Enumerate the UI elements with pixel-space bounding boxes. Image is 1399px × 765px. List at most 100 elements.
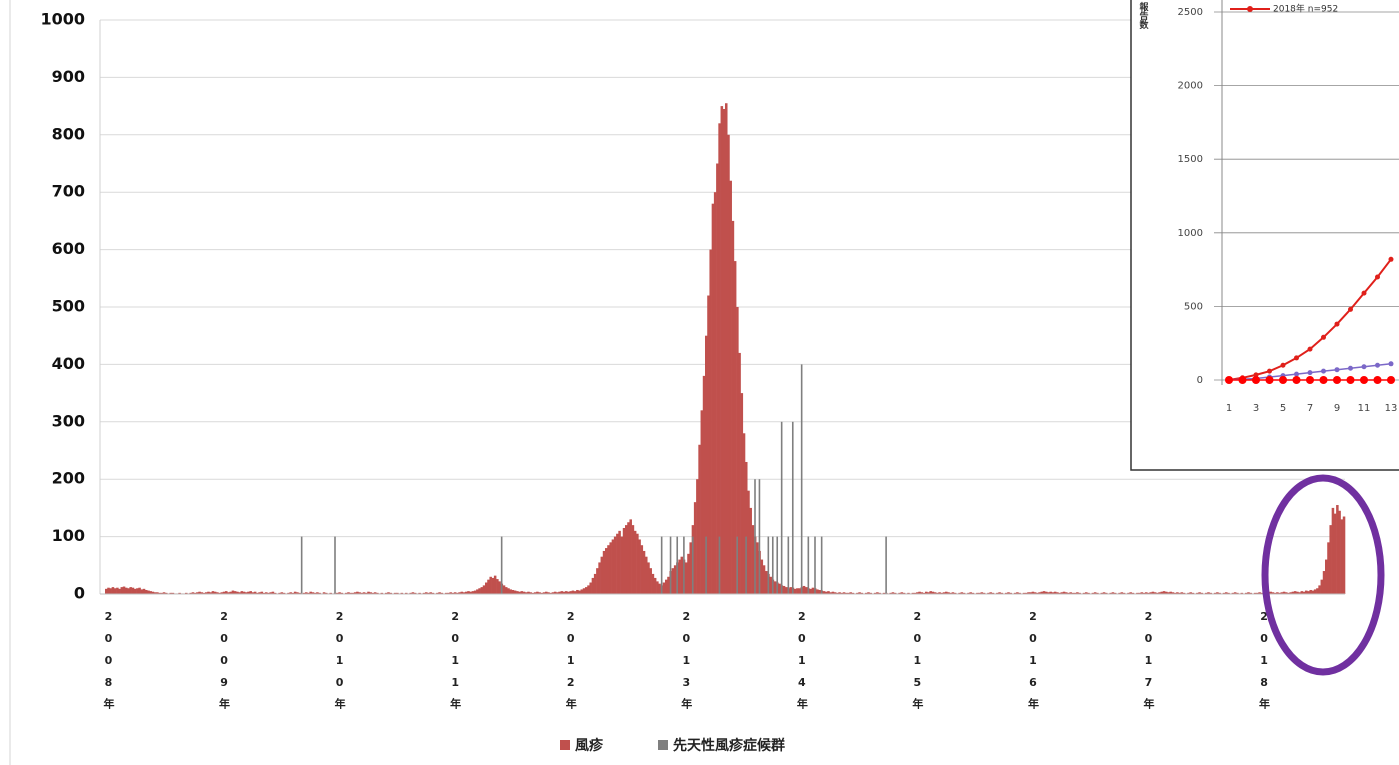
bar <box>476 589 479 594</box>
bar <box>1302 591 1306 594</box>
point-marker <box>1321 368 1326 374</box>
bar <box>311 592 315 594</box>
bar <box>1167 592 1170 594</box>
bar <box>605 548 608 594</box>
bar <box>725 103 728 594</box>
point-marker <box>1346 376 1355 384</box>
bar <box>453 592 457 594</box>
bar <box>927 592 930 594</box>
bar <box>1018 592 1021 594</box>
bar <box>687 553 690 594</box>
point-marker <box>1307 370 1313 376</box>
bar <box>518 591 521 594</box>
bar <box>1247 592 1250 594</box>
point-marker <box>1361 364 1367 370</box>
bar <box>747 490 750 594</box>
bar <box>511 589 515 594</box>
bar <box>825 591 828 594</box>
bar <box>1051 592 1055 594</box>
y-tick-label: 1000 <box>1178 228 1203 239</box>
bar <box>882 592 886 594</box>
bar <box>1305 590 1308 594</box>
bar <box>667 576 670 594</box>
bar <box>1009 592 1012 594</box>
bar <box>489 576 492 594</box>
bar <box>1213 592 1217 594</box>
bar <box>222 591 226 594</box>
bar <box>365 592 368 594</box>
bar <box>1120 592 1124 594</box>
bar <box>556 592 559 594</box>
y-tick-label: 2000 <box>1178 81 1203 92</box>
bar <box>1245 592 1248 594</box>
bar <box>967 592 970 594</box>
bar <box>153 592 157 594</box>
bar <box>205 592 208 594</box>
bar <box>873 592 877 594</box>
bar <box>533 592 537 594</box>
bar <box>902 592 906 594</box>
x-tick-label: 9 <box>1334 403 1340 414</box>
bar <box>1007 592 1010 594</box>
bar <box>289 592 292 594</box>
x-tick-label: 2011年 <box>449 610 462 718</box>
bar <box>1022 592 1026 594</box>
bar <box>565 591 568 594</box>
bar <box>745 536 747 594</box>
point-marker <box>1348 306 1353 312</box>
bar <box>945 591 948 594</box>
bar <box>1040 591 1044 594</box>
y-tick-label: 800 <box>52 124 85 143</box>
bar <box>118 588 121 594</box>
bar <box>805 587 808 594</box>
bar <box>673 565 677 594</box>
bar <box>729 180 732 594</box>
x-tick-label: 2018年 <box>1258 610 1271 718</box>
y-tick-label: 2500 <box>1178 7 1203 18</box>
bar <box>1276 592 1279 594</box>
bar <box>636 533 639 594</box>
x-tick-label: 2008年 <box>102 610 115 718</box>
bar <box>851 592 855 594</box>
bar <box>1182 592 1186 594</box>
bar <box>800 364 803 594</box>
bar <box>676 536 679 594</box>
bar <box>258 592 261 594</box>
bar <box>849 592 852 594</box>
bar <box>125 587 128 594</box>
bar <box>367 591 370 594</box>
inset-frame <box>1130 0 1399 471</box>
bar <box>536 591 539 594</box>
bar <box>653 577 657 594</box>
bar <box>491 577 495 594</box>
bar <box>396 592 399 594</box>
bar <box>431 592 435 594</box>
bar <box>631 525 635 594</box>
x-tick-label: 7 <box>1307 403 1313 414</box>
bar <box>591 577 595 594</box>
bar <box>231 590 235 594</box>
point-marker <box>1388 361 1394 367</box>
bar <box>705 536 707 594</box>
bar <box>1180 592 1184 594</box>
bar <box>1031 591 1035 594</box>
bar <box>585 587 588 594</box>
bar <box>756 542 759 594</box>
bar <box>698 444 701 594</box>
bar <box>162 592 166 594</box>
bar <box>1205 592 1208 594</box>
bar <box>505 587 508 594</box>
bar <box>1113 592 1117 594</box>
bar <box>818 589 821 594</box>
bar <box>253 591 257 594</box>
bar <box>858 592 861 594</box>
x-tick-label: 2015年 <box>911 610 924 718</box>
bar <box>720 106 724 594</box>
main-chart: 0 100 200 300 400 500 600 700 800 900 1000 2008年 200… <box>40 10 1346 754</box>
bar <box>702 375 706 594</box>
bar <box>816 589 819 594</box>
bar <box>109 588 112 594</box>
bar <box>916 592 919 594</box>
bar <box>1256 592 1259 594</box>
